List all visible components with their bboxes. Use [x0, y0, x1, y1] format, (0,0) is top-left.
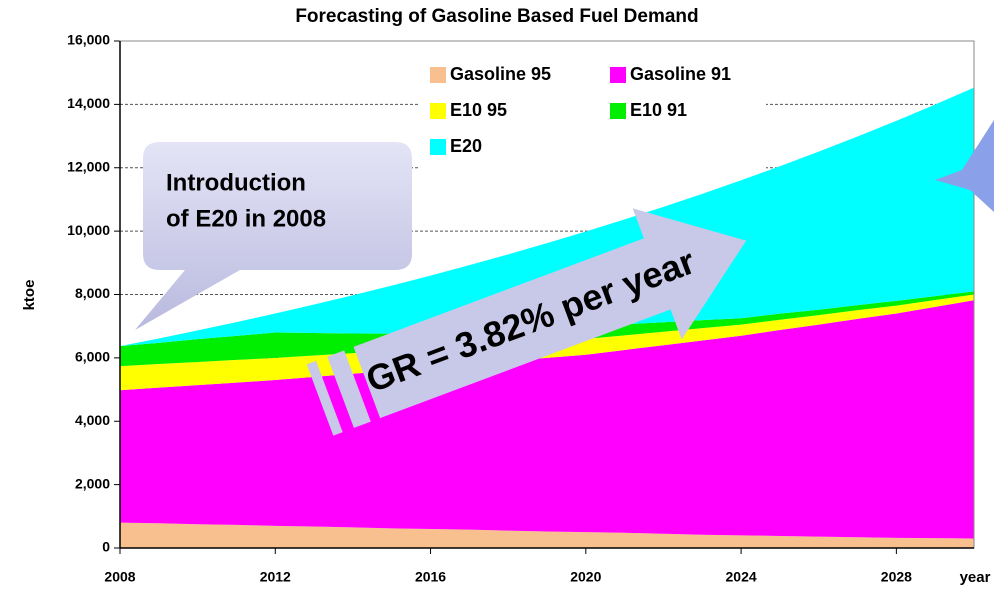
- area: [120, 87, 974, 347]
- arrow-tail: [306, 360, 343, 436]
- x-tick-label: 2012: [260, 569, 291, 585]
- y-tick-label: 8,000: [75, 285, 110, 301]
- y-tick-label: 14,000: [67, 95, 110, 111]
- y-axis-label: ktoe: [21, 280, 38, 311]
- legend-label: E10 91: [630, 100, 687, 120]
- legend: Gasoline 95 Gasoline 91 E10 95 E10 91 E20: [420, 60, 766, 170]
- x-axis-label: year: [960, 569, 991, 586]
- side-arrow: [935, 120, 994, 212]
- legend-swatch: [610, 103, 626, 119]
- arrow-body: [353, 208, 747, 419]
- x-tick-label: 2020: [570, 569, 601, 585]
- legend-swatch: [430, 139, 446, 155]
- x-tick-label: 2008: [104, 569, 135, 585]
- legend-label: Gasoline 91: [630, 64, 731, 84]
- callout-bubble: [135, 142, 412, 330]
- x-tick-label: 2028: [881, 569, 912, 585]
- x-tick-label: 2024: [726, 569, 757, 585]
- x-tick-label: 2016: [415, 569, 446, 585]
- legend-swatch: [430, 103, 446, 119]
- callout-text: Introduction: [166, 169, 306, 196]
- arrow-tail: [327, 350, 371, 428]
- legend-label: E20: [450, 136, 482, 156]
- callout-text: of E20 in 2008: [166, 205, 326, 232]
- area: [120, 522, 974, 548]
- chart-title: Forecasting of Gasoline Based Fuel Deman…: [295, 6, 698, 27]
- legend-swatch: [610, 67, 626, 83]
- area: [120, 300, 974, 539]
- legend-box: [420, 60, 766, 170]
- y-tick-label: 12,000: [67, 158, 110, 174]
- y-tick-label: 10,000: [67, 222, 110, 238]
- y-tick-label: 6,000: [75, 349, 110, 365]
- legend-label: Gasoline 95: [450, 64, 551, 84]
- legend-swatch: [430, 67, 446, 83]
- y-tick-label: 2,000: [75, 475, 110, 491]
- legend-label: E10 95: [450, 100, 507, 120]
- y-tick-label: 16,000: [67, 32, 110, 48]
- y-tick-label: 0: [102, 539, 110, 555]
- y-tick-label: 4,000: [75, 412, 110, 428]
